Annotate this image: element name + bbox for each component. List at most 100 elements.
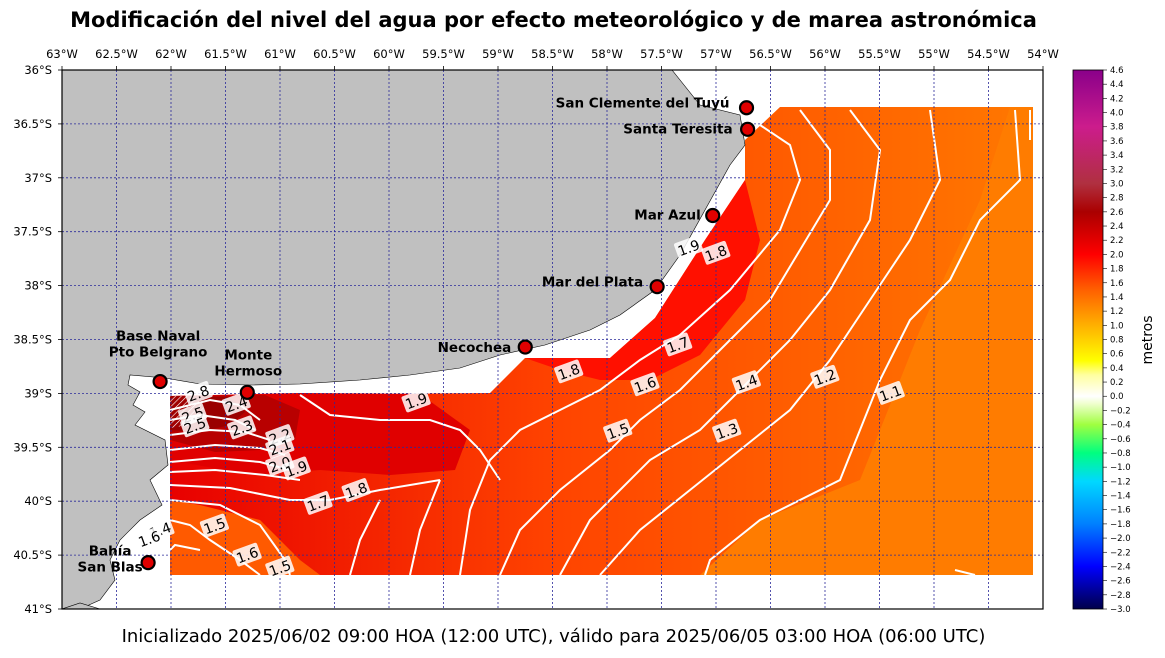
colorbar-tick-label: −1.2 (1110, 477, 1131, 487)
colorbar-tick-label: −0.4 (1110, 421, 1131, 431)
contour-label-text: 2.8 (185, 383, 211, 406)
contour-label-text: 1.9 (676, 237, 702, 260)
lat-tick-label: 36.5°S (13, 117, 52, 131)
contour-label-text: 1.8 (343, 480, 369, 503)
contour-label: 1.2 (810, 364, 840, 389)
lon-tick-label: 62.5°W (95, 47, 138, 61)
contour-label: 1.5 (199, 513, 229, 539)
stations: San Clemente del Tuyú Santa Teresita Mar A… (78, 96, 756, 576)
station-dot (152, 373, 168, 390)
station-marker: Mar del Plata (542, 275, 665, 295)
lon-tick-label: 57°W (700, 47, 732, 61)
station-dot (517, 339, 533, 355)
lat-tick-label: 39°S (24, 386, 52, 400)
lat-tick-label: 38.5°S (13, 333, 52, 347)
contour-label: 1.6 (630, 372, 660, 397)
contour-label-text: 2.4 (224, 394, 250, 417)
lon-tick-label: 54.5°W (967, 47, 1010, 61)
contour-label: 2.5 (180, 413, 210, 438)
contour-label: 1.7 (663, 332, 693, 358)
contour-label: 1.8 (341, 478, 371, 503)
station-dot (140, 555, 156, 571)
lon-tick-label: 56.5°W (749, 47, 792, 61)
contour-label-text: 1.8 (556, 361, 582, 384)
lat-tick-label: 36°S (24, 63, 52, 77)
map-subtitle: Inicializado 2025/06/02 09:00 HOA (12:00… (121, 626, 986, 647)
lat-tick-label: 40.5°S (13, 548, 52, 562)
colorbar-tick-label: −0.2 (1110, 406, 1131, 416)
colorbar-label: metros (1140, 315, 1156, 364)
latitude-axis: 36°S 36.5°S 37°S 37.5°S 38°S 38.5°S 39°S 39.5°S… (13, 63, 62, 616)
contour-label-text: 1.5 (267, 558, 293, 581)
colorbar-tick-label: 0.8 (1110, 336, 1124, 346)
colorbar-tick-label: −2.0 (1110, 534, 1131, 544)
lat-tick-label: 41°S (24, 602, 52, 616)
colorbar-tick-label: −1.4 (1110, 492, 1131, 502)
station-marker: Mar Azul (634, 208, 721, 224)
station-label: Mar Azul (634, 208, 700, 224)
lon-tick-label: 54°W (1027, 47, 1059, 61)
contour-label: 1.4 (731, 370, 761, 395)
contour-label-text: 1.7 (665, 335, 691, 358)
colorbar-tick-label: 0.6 (1110, 350, 1124, 360)
colorbar-tick-label: −3.0 (1110, 605, 1131, 615)
colorbar-tick-label: 0.2 (1110, 378, 1124, 388)
colorbar-tick-label: −0.6 (1110, 435, 1131, 445)
colorbar-tick-label: 1.2 (1110, 307, 1124, 317)
contour-labels: 1.9 1.8 1.7 1.8 1.6 1.4 1.2 1.1 1.5 1.3 1.9 2.8 2.5 2… (134, 235, 905, 581)
graticule (62, 70, 1043, 609)
lat-tick-label: 39.5°S (13, 440, 52, 454)
station-dot (740, 121, 756, 137)
colorbar-tick-label: 0.4 (1110, 364, 1124, 374)
contour-label-text: 1.1 (878, 383, 904, 406)
colorbar-tick-label: 2.0 (1110, 250, 1124, 260)
colorbar-tick-label: −2.6 (1110, 577, 1131, 587)
colorbar-tick-label: 4.6 (1110, 66, 1124, 76)
contour-label: 1.9 (281, 456, 311, 481)
contour-label-text: 1.4 (734, 372, 760, 395)
colorbar-tick-label: 2.4 (1110, 222, 1124, 232)
contour-label-text: 1.3 (714, 421, 740, 444)
station-label: San Blas (78, 560, 143, 576)
contour-label: 1.6 (134, 526, 164, 551)
contour-label: 1.6 (232, 542, 262, 567)
contour-label: 1.8 (554, 359, 584, 384)
colorbar-tick-label: 4.4 (1110, 80, 1124, 90)
colorbar: 4.6 4.4 4.2 4.0 3.8 3.6 3.4 3.2 3.0 2.8 2.6 2.4 2.2 2… (1072, 66, 1156, 615)
colorbar-tick-label: 3.6 (1110, 137, 1124, 147)
colorbar-tick-label: 3.2 (1110, 165, 1124, 175)
contour-label: 1.9 (674, 235, 704, 260)
colorbar-tick-label: 3.8 (1110, 123, 1124, 133)
colorbar-tick-label: 4.0 (1110, 109, 1124, 119)
station-dot (649, 279, 665, 295)
station-label: Mar del Plata (542, 275, 643, 291)
lon-tick-label: 61.5°W (204, 47, 247, 61)
station-label: Hermoso (214, 363, 282, 379)
station-label: Necochea (438, 340, 512, 356)
colorbar-tick-label: 1.6 (1110, 279, 1124, 289)
contour-label-text: 1.5 (605, 421, 631, 444)
colorbar-tick-label: −2.2 (1110, 548, 1131, 558)
contour-label-text: 1.5 (202, 516, 228, 539)
colorbar-tick-label: 4.2 (1110, 94, 1124, 104)
lon-tick-label: 55°W (918, 47, 950, 61)
contour-label-text: 2.3 (229, 418, 255, 441)
contour-label: 1.5 (603, 418, 633, 444)
lat-tick-label: 38°S (24, 279, 52, 293)
lat-tick-label: 40°S (24, 494, 52, 508)
station-label: Pto Belgrano (109, 345, 208, 361)
station-label: Bahía (89, 544, 132, 560)
station-marker: San Clemente del Tuyú (556, 96, 755, 116)
lat-tick-label: 37°S (24, 171, 52, 185)
lon-tick-label: 56°W (809, 47, 841, 61)
lon-tick-label: 60.5°W (313, 47, 356, 61)
colorbar-tick-label: 2.6 (1110, 208, 1124, 218)
contour-label-text: 1.6 (632, 374, 658, 397)
contour-label: 1.9 (401, 388, 431, 413)
colorbar-tick-label: −0.8 (1110, 449, 1131, 459)
colorbar-tick-label: 1.0 (1110, 321, 1124, 331)
